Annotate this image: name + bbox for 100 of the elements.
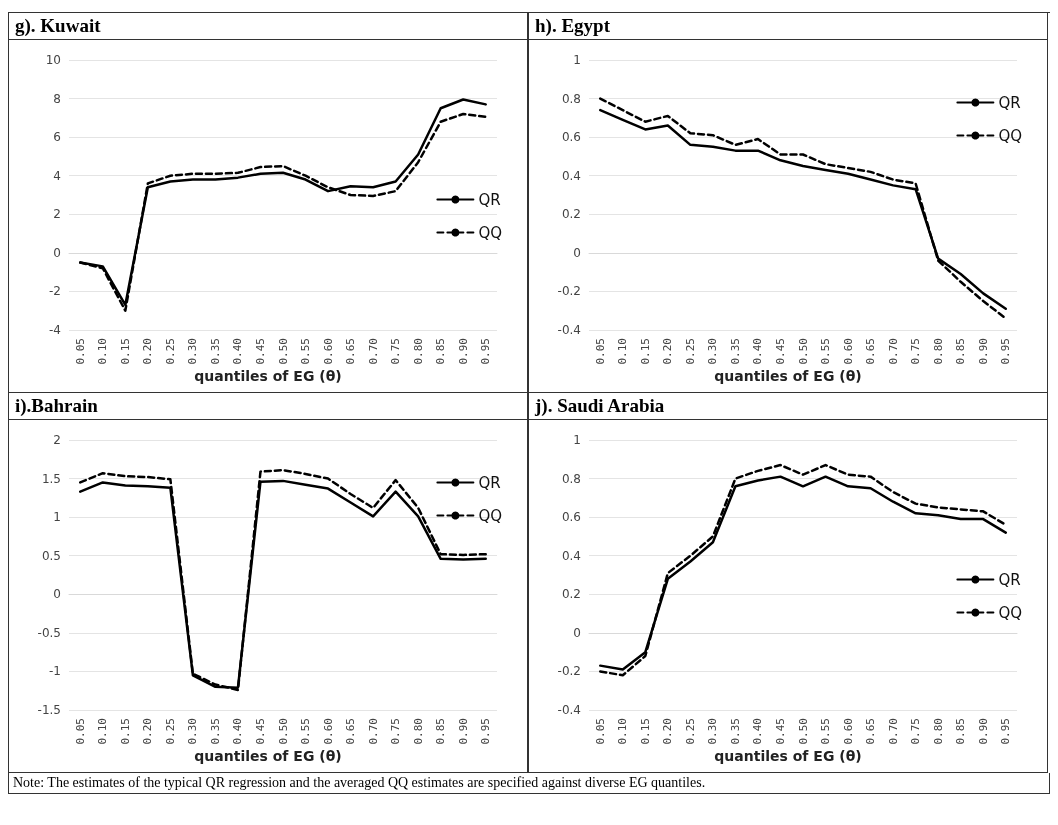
x-tick-label: 0.65 [864,718,878,745]
x-tick-label: 0.75 [389,338,403,365]
y-tick-label: 4 [53,168,61,183]
x-tick-label: 0.35 [728,718,742,745]
y-tick-label: 0.2 [561,207,581,222]
x-tick-label: 0.05 [593,718,607,745]
legend-label: QR [478,473,501,492]
y-tick-label: -2 [49,284,61,299]
x-tick-label: 0.30 [706,718,720,745]
y-tick-label: 0 [53,245,61,260]
legend-label: QQ [998,126,1023,145]
x-axis-title: quantiles of EG (θ) [194,368,342,384]
x-tick-label: 0.65 [864,338,878,365]
y-tick-label: 2 [53,207,61,222]
y-tick-label: 1 [573,433,581,447]
x-tick-label: 0.30 [186,338,200,365]
y-tick-label: 1.5 [41,471,61,486]
y-tick-label: 0.5 [41,548,61,563]
x-tick-label: 0.75 [389,718,403,745]
x-tick-label: 0.15 [118,338,132,365]
chart-title: i).Bahrain [9,393,527,420]
x-tick-label: 0.55 [819,718,833,745]
y-tick-label: -0.2 [557,664,581,679]
y-tick-label: 10 [45,53,61,67]
x-tick-label: 0.20 [141,338,155,365]
chart-title: j). Saudi Arabia [529,393,1047,420]
x-tick-label: 0.45 [773,338,787,365]
x-tick-label: 0.80 [931,338,945,365]
y-tick-label: 0 [573,245,581,260]
x-tick-label: 0.20 [141,718,155,745]
x-tick-label: 0.15 [118,718,132,745]
x-tick-label: 0.80 [411,338,425,365]
y-tick-label: 0.2 [561,587,581,602]
x-tick-label: 0.65 [344,718,358,745]
x-tick-label: 0.10 [616,338,630,365]
y-tick-label: 1 [53,510,61,525]
x-axis-title: quantiles of EG (θ) [714,368,862,384]
x-tick-label: 0.50 [796,718,810,745]
text: Note: The estimates of the typical QR regression and the averaged QQ estimates are specified against diverse EG quantiles. [8,773,1050,794]
x-tick-label: 0.50 [276,338,290,365]
x-tick-label: 0.90 [456,338,470,365]
x-tick-label: 0.40 [231,338,245,365]
y-tick-label: 8 [53,91,61,106]
x-axis-title: quantiles of EG (θ) [714,748,862,764]
y-tick-label: 0.8 [561,471,581,486]
x-tick-label: 0.95 [999,718,1013,745]
x-tick-label: 0.40 [751,338,765,365]
chart-title: h). Egypt [529,13,1047,40]
x-tick-label: 0.25 [683,718,697,745]
x-tick-label: 0.90 [976,338,990,365]
x-tick-label: 0.90 [456,718,470,745]
x-tick-label: 0.40 [231,718,245,745]
y-tick-label: 0 [53,587,61,602]
y-tick-label: 2 [53,433,61,447]
x-tick-label: 0.75 [909,718,923,745]
x-tick-label: 0.05 [593,338,607,365]
x-tick-label: 0.35 [208,718,222,745]
y-tick-label: -1 [49,664,61,679]
x-tick-label: 0.60 [841,718,855,745]
legend-label: QR [478,190,501,209]
x-tick-label: 0.85 [954,718,968,745]
x-tick-label: 0.55 [299,718,313,745]
x-tick-label: 0.10 [616,718,630,745]
x-tick-label: 0.55 [299,338,313,365]
y-tick-label: 0 [573,625,581,640]
x-tick-label: 0.05 [73,338,87,365]
x-tick-label: 0.15 [638,718,652,745]
x-tick-label: 0.60 [841,338,855,365]
x-tick-label: 0.65 [344,338,358,365]
x-tick-label: 0.05 [73,718,87,745]
x-axis-title: quantiles of EG (θ) [194,748,342,764]
y-tick-label: -0.2 [557,284,581,299]
chart-title: g). Kuwait [9,13,527,40]
x-tick-label: 0.90 [976,718,990,745]
x-tick-label: 0.10 [96,338,110,365]
x-tick-label: 0.45 [253,718,267,745]
y-tick-label: 0.8 [561,91,581,106]
x-tick-label: 0.95 [479,338,493,365]
legend-label: QQ [478,506,503,525]
x-tick-label: 0.70 [886,718,900,745]
x-tick-label: 0.10 [96,718,110,745]
x-tick-label: 0.20 [661,718,675,745]
legend-label: QR [998,570,1021,589]
y-tick-label: -4 [49,323,61,337]
y-tick-label: -0.5 [37,625,61,640]
x-tick-label: 0.60 [321,718,335,745]
x-tick-label: 0.70 [886,338,900,365]
x-tick-label: 0.35 [208,338,222,365]
x-tick-label: 0.45 [773,718,787,745]
x-tick-label: 0.25 [163,718,177,745]
y-tick-label: 1 [573,53,581,67]
y-tick-label: 0.6 [561,510,581,525]
x-tick-label: 0.85 [954,338,968,365]
x-tick-label: 0.25 [163,338,177,365]
x-tick-label: 0.30 [706,338,720,365]
y-tick-label: 0.4 [561,168,581,183]
y-tick-label: -0.4 [557,323,581,337]
x-tick-label: 0.95 [999,338,1013,365]
x-tick-label: 0.85 [434,718,448,745]
x-tick-label: 0.50 [276,718,290,745]
